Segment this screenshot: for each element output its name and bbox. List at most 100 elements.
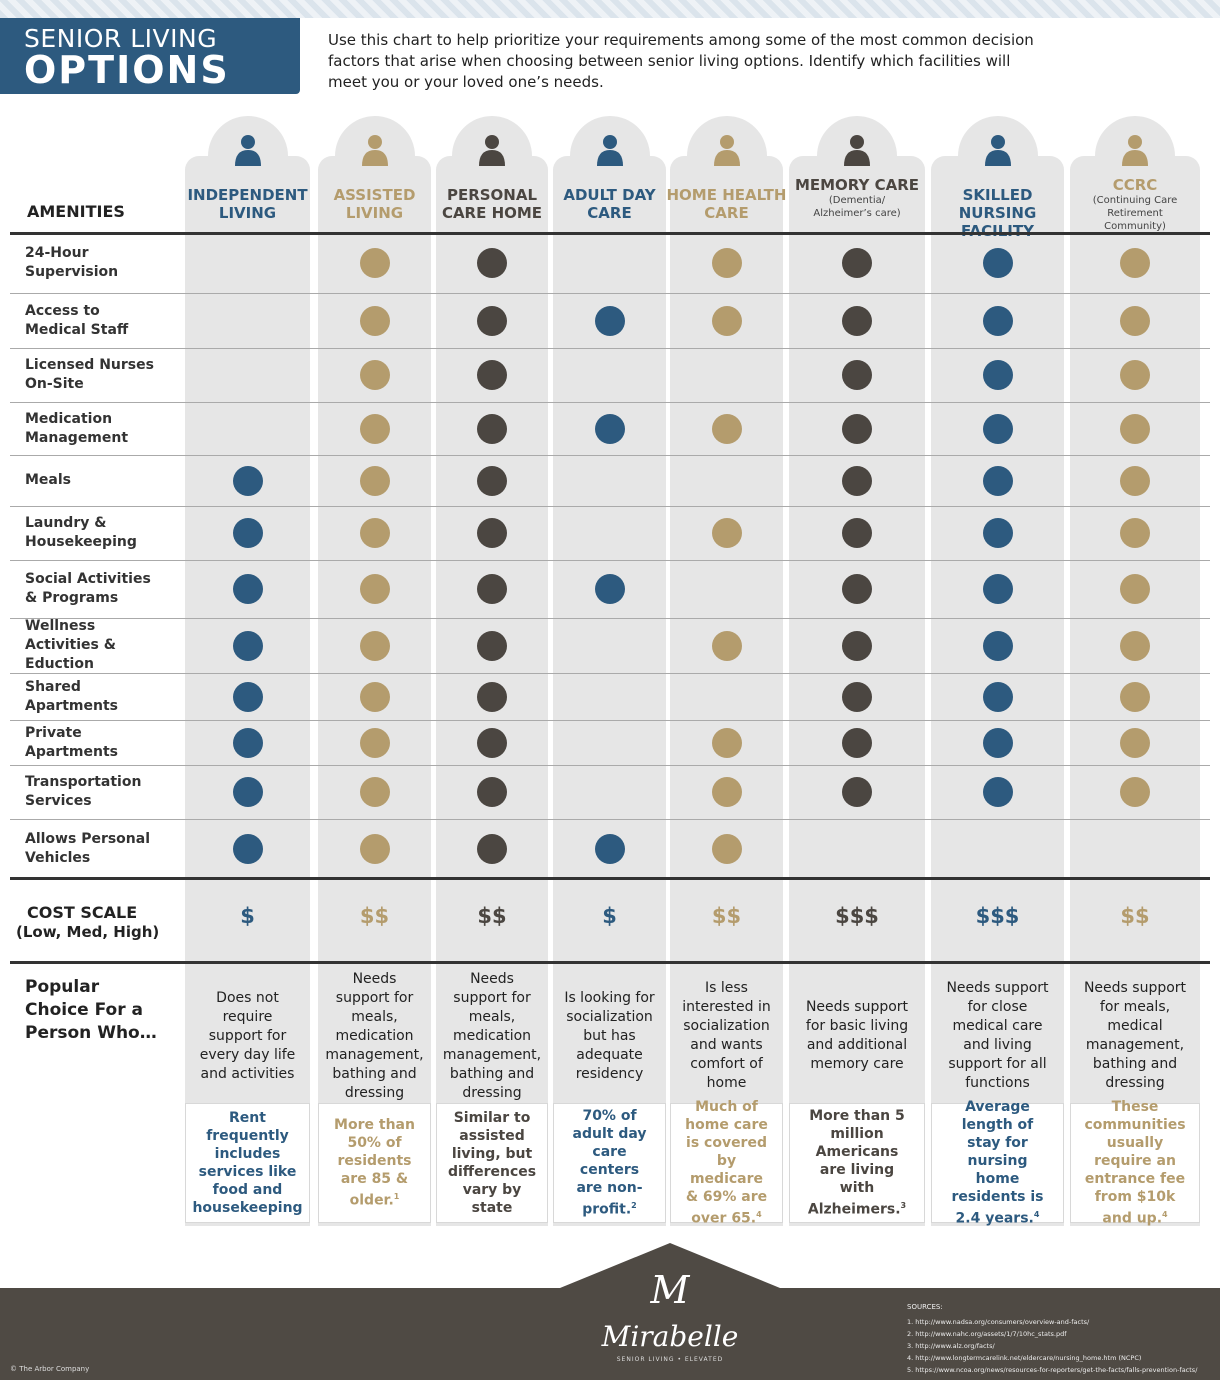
dot [842,248,872,278]
icon-glyph [361,135,388,166]
dot [232,681,263,712]
dot [232,630,263,661]
dot [842,413,872,444]
dot [359,833,390,864]
amenities-heading: AMENITIES [27,202,125,221]
intro: Use this chart to help prioritize your r… [328,31,1034,91]
dot [842,681,872,712]
fact: More than 5 million Americans are living… [804,1107,910,1219]
column-name: MEMORY CARE [794,176,920,194]
dot [1120,777,1150,807]
dot [842,518,872,548]
row-rule [10,818,1210,820]
icon-glyph [234,135,261,166]
dot [359,727,390,758]
dot [477,727,507,758]
column-name: INDEPENDENT LIVING [187,186,308,222]
dot [232,574,263,604]
dot [477,465,507,496]
icon-glyph [713,135,740,166]
source: 4. http://www.longtermcarelink.net/elder… [907,1354,1142,1362]
tagline: SENIOR LIVING • ELEVATED [616,1356,724,1363]
dot [594,305,625,336]
dot [359,630,390,661]
icon-glyph [596,135,623,166]
row-rule [10,719,1210,721]
cost: $$$ [975,904,1020,928]
popular-text: Needs support for meals, medication mana… [442,970,542,1101]
fact-text: Average length of stay for nursing home … [951,1099,1044,1227]
fact: Similar to assisted living, but differen… [448,1109,536,1217]
fact: 70% of adult day care centers are non-pr… [568,1107,651,1219]
dot [359,248,390,278]
fact-text: More than 50% of residents are 85 & olde… [334,1117,415,1209]
dot [982,518,1013,548]
fact-box: Similar to assisted living, but differen… [436,1103,548,1223]
fact-text: Rent frequently includes services like f… [192,1110,303,1216]
amenity-label: Transportation Services [25,774,142,809]
amenity-label: Private Apartments [25,724,118,760]
fact-note: 4 [1033,1210,1040,1220]
row-rule [10,617,1210,619]
dot [359,465,390,496]
popular-text: Needs support for close medical care and… [946,980,1049,1091]
fact-note: 4 [1162,1210,1168,1220]
fact: Rent frequently includes services like f… [192,1109,302,1217]
dot [232,727,263,758]
amenity-label: Shared Apartments [25,678,118,714]
dot [359,777,390,807]
fact-box: Rent frequently includes services like f… [185,1103,310,1223]
fact-text: Similar to assisted living, but differen… [447,1110,537,1216]
dot [477,574,507,604]
dot [232,833,263,864]
fact-note: 2 [631,1201,637,1211]
dot [982,360,1013,390]
cost: $ [602,904,617,928]
fact-box: 70% of adult day care centers are non-pr… [553,1103,666,1223]
icon [709,132,745,168]
title-line1: SENIOR LIVING [24,24,218,53]
dot [477,777,507,807]
column-header: CCRC (Continuing Care Retirement Communit… [1066,176,1204,233]
dot [1120,574,1150,604]
row-label: Medication Management [25,402,165,455]
dot [711,777,742,807]
popular-text: Needs support for meals, medical managem… [1083,980,1187,1091]
source: 1. http://www.nadsa.org/consumers/overvi… [907,1318,1090,1326]
source: 5. https://www.ncoa.org/news/resources-f… [907,1366,1198,1374]
dot [711,305,742,336]
source: 3. http://www.alz.org/facts/ [907,1342,995,1350]
popular-text: Needs support for basic living and addit… [805,999,909,1072]
icon [1117,132,1153,168]
dot [842,360,872,390]
pattern-strip [0,0,1220,18]
dot [842,727,872,758]
dot [359,518,390,548]
fact-box: More than 5 million Americans are living… [789,1103,925,1223]
popular-text: Is less interested in socialization and … [682,980,771,1091]
amenity-label: Laundry & Housekeeping [25,515,137,550]
thick-rule [10,231,1210,235]
dot [982,727,1013,758]
row-label: Social Activities & Programs [25,560,165,618]
dot [232,777,263,807]
column-name: ADULT DAY CARE [563,186,656,222]
row-label: Transportation Services [25,765,165,819]
roof [560,1240,780,1290]
dot [711,518,742,548]
dot [1120,727,1150,758]
fact: These communities usually require an ent… [1084,1098,1185,1228]
fact-box: Much of home care is covered by medicare… [670,1099,783,1227]
dot [982,305,1013,336]
dot [477,681,507,712]
dot [711,248,742,278]
footer-band [0,1288,1220,1380]
row-label: Allows Personal Vehicles [25,819,165,878]
column-note: (Continuing Care Retirement Community) [1092,195,1178,232]
dot [477,305,507,336]
dot [359,574,390,604]
row-label: Private Apartments [25,720,165,765]
row-label: Laundry & Housekeeping [25,506,165,560]
column-header: HOME HEALTH CARE [666,186,787,222]
fact-text: 70% of adult day care centers are non-pr… [572,1108,647,1218]
